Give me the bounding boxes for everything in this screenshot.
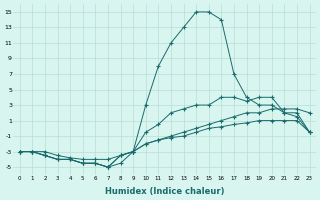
X-axis label: Humidex (Indice chaleur): Humidex (Indice chaleur) bbox=[105, 187, 224, 196]
